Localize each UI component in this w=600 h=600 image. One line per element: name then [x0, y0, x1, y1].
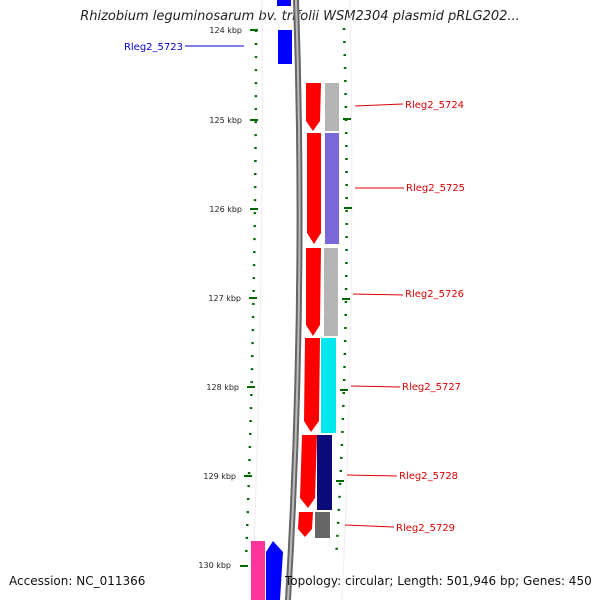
tick-mark — [247, 386, 255, 388]
strand-guide-left — [251, 0, 263, 600]
leader-line-rleg2-5724 — [354, 103, 404, 107]
genome-summary-text: Topology: circular; Length: 501,946 bp; … — [285, 574, 592, 588]
leader-line-rleg2-5728 — [346, 474, 398, 477]
map-title: Rhizobium leguminosarum bv. trifolii WSM… — [80, 9, 520, 24]
gene-arrow-rleg2-5725[interactable] — [307, 133, 321, 244]
cog-box-rleg2-5727 — [321, 338, 336, 433]
gene-arrow-rleg2-5728[interactable] — [300, 435, 317, 508]
gene-arrow-rleg2-5726[interactable] — [306, 248, 321, 336]
strand-guide-right — [341, 0, 353, 600]
tick-mark — [250, 119, 258, 121]
tick-label: 124 kbp — [209, 26, 242, 35]
tick-mark — [250, 208, 258, 210]
cog-box-rleg2-5726 — [324, 248, 338, 336]
gene-arrow-rleg2-5727[interactable] — [304, 338, 320, 432]
gene-feature-rleg2-5723-top[interactable] — [277, 0, 291, 6]
tick-label: 126 kbp — [209, 205, 242, 214]
tick-mark — [342, 298, 350, 300]
tick-mark — [336, 480, 344, 482]
tick-mark — [250, 29, 258, 31]
tick-mark — [344, 207, 352, 209]
gene-feature-blue-lower[interactable] — [266, 541, 283, 600]
tick-labels: 124 kbp 125 kbp 126 kbp 127 kbp 128 kbp … — [198, 26, 242, 570]
cog-box-rleg2-5725 — [325, 133, 339, 244]
tick-label: 125 kbp — [209, 116, 242, 125]
tick-label: 128 kbp — [206, 383, 239, 392]
gene-label-rleg2-5728[interactable]: Rleg2_5728 — [399, 471, 458, 482]
leader-line-rleg2-5726 — [352, 293, 404, 296]
gene-arrow-rleg2-5724[interactable] — [306, 83, 321, 131]
gene-label-rleg2-5729[interactable]: Rleg2_5729 — [396, 523, 455, 534]
tick-mark — [249, 297, 257, 299]
tick-mark — [240, 565, 248, 567]
backbone-arc-highlight — [287, 0, 301, 600]
cog-box-rleg2-5729 — [315, 512, 330, 538]
tick-marks — [240, 29, 352, 567]
accession-text: Accession: NC_011366 — [9, 574, 146, 588]
ruler-dots-inner — [244, 29, 258, 561]
gene-label-rleg2-5726[interactable]: Rleg2_5726 — [405, 289, 464, 300]
tick-label: 127 kbp — [208, 294, 241, 303]
cog-box-rleg2-5724 — [325, 83, 339, 131]
gene-feature-rleg2-5723[interactable] — [278, 30, 292, 64]
tick-label: 129 kbp — [203, 472, 236, 481]
tick-label: 130 kbp — [198, 561, 231, 570]
gene-arrow-rleg2-5729[interactable] — [298, 512, 313, 537]
tick-mark — [340, 389, 348, 391]
leader-line-rleg2-5727 — [350, 385, 401, 388]
tick-mark — [244, 475, 252, 477]
gene-label-rleg2-5725[interactable]: Rleg2_5725 — [406, 183, 465, 194]
gene-label-rleg2-5727[interactable]: Rleg2_5727 — [402, 382, 461, 393]
tick-mark — [343, 118, 351, 120]
cog-box-rleg2-5728 — [317, 435, 332, 510]
leader-line-rleg2-5729 — [344, 524, 395, 528]
gene-feature-magenta[interactable] — [251, 541, 265, 600]
gene-label-rleg2-5723[interactable]: Rleg2_5723 — [124, 42, 183, 53]
gene-label-rleg2-5724[interactable]: Rleg2_5724 — [405, 100, 464, 111]
